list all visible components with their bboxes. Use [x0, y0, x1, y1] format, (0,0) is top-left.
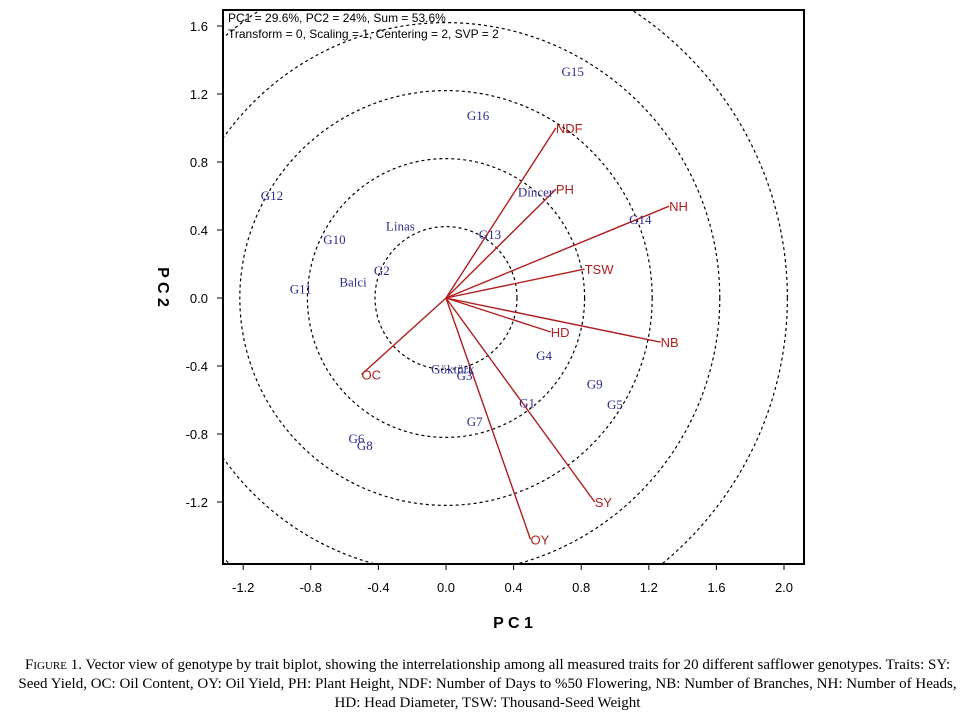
- genotype-label-g10: G10: [323, 232, 345, 247]
- genotype-label-g14: G14: [629, 212, 652, 227]
- x-tick-label: -0.4: [367, 580, 389, 595]
- trait-vectors: [361, 127, 670, 540]
- genotype-label-g8: G8: [357, 438, 373, 453]
- caption-text: Vector view of genotype by trait biplot,…: [18, 657, 957, 711]
- x-tick-label: 0.4: [505, 580, 523, 595]
- header-line-2: Transform = 0, Scaling = 1, Centering = …: [228, 27, 499, 41]
- trait-label-ph: PH: [556, 182, 574, 197]
- trait-label-nh: NH: [669, 199, 688, 214]
- y-tick-label: 0.8: [190, 155, 208, 170]
- vector-nh: [445, 205, 670, 299]
- genotype-label-g13: G13: [479, 227, 501, 242]
- vector-ndf: [445, 127, 557, 299]
- trait-label-oc: OC: [362, 368, 382, 383]
- genotype-label-g5: G5: [607, 397, 623, 412]
- y-axis-ticks: 1.6 1.2 0.8 0.4 0.0 -0.4 -0.8 -1.2: [186, 19, 223, 510]
- genotype-label-g11: G11: [290, 282, 312, 297]
- circle-2: [306, 158, 586, 438]
- y-tick-label: 1.2: [190, 87, 208, 102]
- genotype-label-g6: G6: [348, 431, 364, 446]
- genotype-label-g4: G4: [536, 348, 552, 363]
- vector-nb: [445, 297, 661, 343]
- genotype-label-g3: G3: [457, 368, 473, 383]
- trait-label-nb: NB: [661, 335, 679, 350]
- genotype-label-g15: G15: [562, 64, 584, 79]
- header-line-1: PC1 = 29.6%, PC2 = 24%, Sum = 53.6%: [228, 11, 446, 25]
- genotype-label-g12: G12: [261, 188, 283, 203]
- y-tick-label: -0.8: [186, 427, 208, 442]
- vector-ph: [445, 188, 557, 299]
- y-tick-label: 0.0: [190, 291, 208, 306]
- circle-5: [223, 10, 788, 564]
- genotype-label-g1: G1: [519, 395, 535, 410]
- x-tick-label: 2.0: [775, 580, 793, 595]
- genotype-label-dincer: Dincer: [518, 185, 554, 200]
- y-axis-title: P C 2: [154, 267, 171, 307]
- circle-1: [374, 226, 518, 371]
- y-tick-label: 0.4: [190, 223, 208, 238]
- figure-caption: Figure 1. Vector view of genotype by tra…: [10, 656, 965, 713]
- biplot-chart: G15 G16 Dincer G12 G14 Linas G13 G10 G2 Balci G11 G…: [154, 9, 805, 632]
- trait-label-ndf: NDF: [556, 121, 583, 136]
- vector-oy: [445, 297, 532, 540]
- genotype-label-balci: Balci: [339, 275, 367, 290]
- x-tick-label: 0.8: [572, 580, 590, 595]
- x-axis-title: P C 1: [493, 615, 533, 632]
- x-axis-ticks: -1.2 -0.8 -0.4 0.0 0.4 0.8 1.2 1.6 2.0: [232, 564, 793, 595]
- y-tick-label: -0.4: [186, 359, 208, 374]
- genotype-labels: G15 G16 Dincer G12 G14 Linas G13 G10 G2 Balci G11 G…: [261, 64, 652, 453]
- vector-sy: [445, 297, 596, 503]
- y-tick-label: 1.6: [190, 19, 208, 34]
- trait-label-oy: OY: [531, 532, 550, 547]
- figure-label: Figure 1.: [25, 657, 82, 673]
- circle-4: [223, 22, 721, 564]
- vector-oc: [361, 297, 447, 376]
- vector-tsw: [445, 268, 585, 299]
- trait-labels: NDF PH NH TSW HD NB SY OY OC: [362, 121, 688, 547]
- concentric-circles: [223, 10, 788, 564]
- y-tick-label: -1.2: [186, 495, 208, 510]
- x-tick-label: -1.2: [232, 580, 254, 595]
- genotype-label-g7: G7: [467, 414, 483, 429]
- x-tick-label: 0.0: [437, 580, 455, 595]
- genotype-label-gktrk: Göktürk: [431, 361, 475, 376]
- trait-label-hd: HD: [551, 325, 570, 340]
- x-tick-label: 1.2: [640, 580, 658, 595]
- vector-hd: [445, 297, 551, 333]
- genotype-label-linas: Linas: [386, 219, 415, 234]
- x-tick-label: -0.8: [300, 580, 322, 595]
- trait-label-tsw: TSW: [585, 262, 615, 277]
- circle-3: [239, 90, 653, 506]
- genotype-label-g9: G9: [587, 377, 603, 392]
- x-tick-label: 1.6: [707, 580, 725, 595]
- trait-label-sy: SY: [595, 495, 613, 510]
- genotype-label-g16: G16: [467, 108, 490, 123]
- genotype-label-g2: G2: [374, 263, 390, 278]
